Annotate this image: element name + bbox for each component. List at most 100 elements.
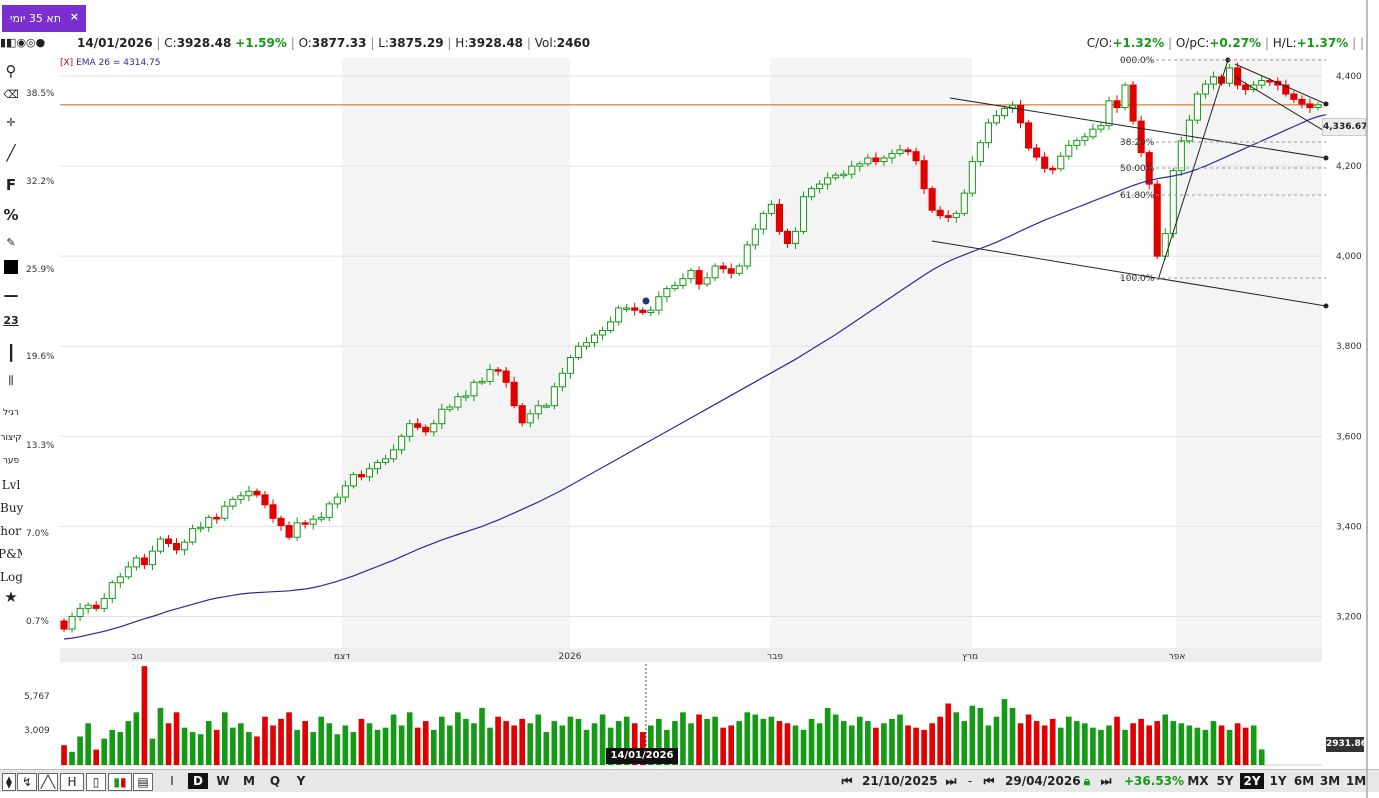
trend-line	[931, 240, 1327, 307]
candle	[695, 270, 703, 285]
candle	[791, 230, 800, 245]
bar-icon[interactable]: ▯	[86, 773, 106, 791]
search-icon[interactable]: ⚲	[5, 62, 17, 80]
fib-tool[interactable]: F	[5, 176, 17, 194]
nav-last-from[interactable]: ⏭	[945, 774, 957, 788]
line-tool-icon[interactable]: ╱	[6, 144, 16, 162]
tick-icon[interactable]: ↯	[17, 773, 37, 791]
chart-icon[interactable]: ⫼	[8, 374, 14, 387]
candle	[438, 408, 446, 425]
tool-heb-1[interactable]: רגיל	[3, 408, 19, 418]
volume-bar	[101, 738, 108, 765]
save-icon[interactable]: ▤	[133, 773, 153, 791]
horizontal-line-icon[interactable]: —	[3, 286, 19, 304]
volume-bar	[575, 718, 582, 765]
candle	[840, 173, 848, 177]
pm-tool[interactable]: P&M	[0, 547, 22, 561]
volume-bar	[1114, 716, 1120, 765]
volume-bar	[270, 725, 276, 765]
volume-bar	[262, 716, 268, 765]
to-date[interactable]: 29/04/2026	[1005, 774, 1081, 788]
eraser-icon[interactable]: ⌫	[3, 88, 19, 101]
short-tool[interactable]: Short	[0, 524, 22, 538]
candle	[84, 604, 92, 609]
volume-bar	[294, 729, 300, 765]
y-tick-label-right: 4,400	[1336, 72, 1362, 82]
range-1y[interactable]: 1Y	[1269, 774, 1287, 788]
volume-bar	[1049, 718, 1056, 765]
nav-first-from[interactable]: ⏮	[841, 774, 853, 788]
volume-bar	[1202, 729, 1209, 765]
range-1m[interactable]: 1M	[1345, 774, 1367, 788]
hilo-type[interactable]: H	[60, 773, 84, 791]
volume-bar	[1001, 699, 1008, 765]
period-yearly[interactable]: Y	[296, 774, 306, 788]
period-weekly[interactable]: W	[216, 774, 230, 788]
volume-bar	[647, 725, 654, 765]
buy-tool[interactable]: Buy	[0, 501, 24, 515]
tab-title: תא 35 יומי	[10, 12, 61, 25]
period-quarterly[interactable]: Q	[269, 774, 281, 788]
candle	[502, 370, 510, 383]
crosshair-icon[interactable]: ✛	[6, 116, 16, 129]
volume-bar	[69, 751, 75, 765]
range-5y[interactable]: 5Y	[1216, 774, 1234, 788]
x-axis-strip	[60, 648, 1322, 662]
pencil-icon[interactable]: ✎	[6, 236, 16, 249]
chart-canvas[interactable]: 4,400 4,200 4,000 3,800 3,600 3,400 3,200 38.5%…	[0, 0, 1366, 768]
volume-bar	[824, 707, 831, 765]
close-icon[interactable]: ×	[69, 10, 79, 23]
ema-remove[interactable]: [X]	[60, 58, 74, 68]
range-change: +36.53%	[1124, 774, 1185, 788]
x-tick-label: פבר	[767, 652, 783, 662]
percent-tool[interactable]: %	[3, 206, 19, 224]
volume-bar	[1186, 725, 1193, 765]
volume-bar	[1146, 725, 1152, 765]
toggle-icon[interactable]: ▮◧◉◎●	[0, 36, 46, 49]
range-3m[interactable]: 3M	[1319, 774, 1341, 788]
period-daily[interactable]: D	[188, 773, 208, 789]
opc-label: O/pC:	[1175, 36, 1210, 50]
candle	[1290, 93, 1298, 100]
tool-heb-2[interactable]: קיצור	[0, 433, 22, 443]
volume-bar	[398, 725, 405, 765]
candle	[550, 386, 558, 407]
period-intraday[interactable]: I	[170, 774, 174, 788]
lock-icon[interactable]: 🔒︎	[1083, 774, 1091, 788]
line-icon[interactable]: ╱╲	[38, 773, 58, 791]
candle	[1129, 84, 1137, 122]
star-icon[interactable]: ★	[4, 588, 18, 606]
from-date[interactable]: 21/10/2025	[862, 774, 938, 788]
range-2y[interactable]: 2Y	[1240, 773, 1264, 789]
color-bars-icon[interactable]: ▮▮	[108, 773, 132, 791]
range-6m[interactable]: 6M	[1293, 774, 1315, 788]
candle	[703, 277, 711, 285]
volume-bar	[993, 716, 1000, 765]
volume-bar	[688, 723, 694, 765]
trend-line-end	[1323, 303, 1329, 309]
candlestick-icon[interactable]: ⧫	[2, 773, 16, 791]
nav-first-to[interactable]: ⏮	[983, 774, 995, 788]
candle	[518, 405, 526, 424]
volume-bar	[551, 721, 558, 765]
nav-last-to[interactable]: ⏭	[1100, 774, 1112, 788]
volume-bar	[1194, 727, 1201, 765]
y-tick-label-left: 13.3%	[26, 441, 55, 451]
candle	[783, 230, 792, 245]
tool-heb-3[interactable]: פער	[2, 456, 20, 466]
candle	[615, 307, 623, 323]
level-tool[interactable]: Lvl	[1, 478, 21, 492]
candle	[1065, 144, 1073, 157]
color-swatch[interactable]	[0, 260, 22, 277]
log-tool[interactable]: Log	[0, 570, 23, 584]
candle	[1153, 183, 1161, 257]
period-monthly[interactable]: M	[243, 774, 255, 788]
count-tool[interactable]: 23	[3, 314, 19, 327]
tab-chart[interactable]: תא 35 יומי ×	[2, 5, 86, 32]
range-mx[interactable]: MX	[1187, 774, 1209, 788]
volume-bar	[181, 727, 188, 765]
volume-bar	[1178, 723, 1185, 765]
vertical-bar-icon[interactable]: ┃	[6, 344, 16, 362]
bottom-toolbar: ⧫ ↯ ╱╲ H ▯ ▮▮ ▤ I D W M Q Y ⏮ 21/10/2025…	[0, 769, 1379, 792]
low-label: L:	[378, 36, 389, 50]
